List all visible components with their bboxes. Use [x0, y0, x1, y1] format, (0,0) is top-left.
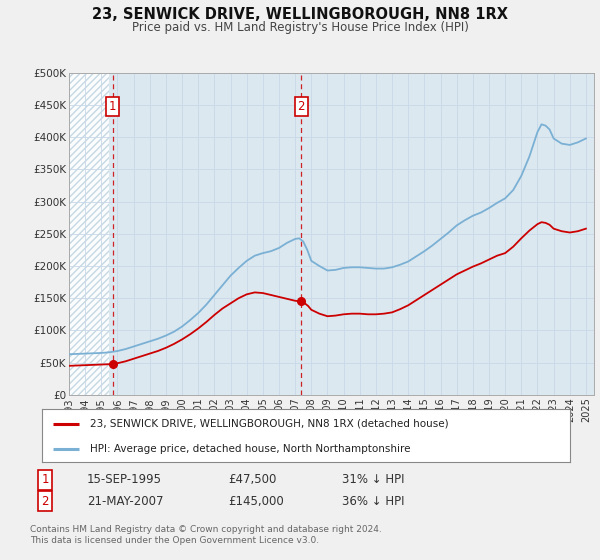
Text: 2: 2 [298, 100, 305, 113]
Text: 2: 2 [41, 494, 49, 508]
Text: 23, SENWICK DRIVE, WELLINGBOROUGH, NN8 1RX: 23, SENWICK DRIVE, WELLINGBOROUGH, NN8 1… [92, 7, 508, 22]
Text: Price paid vs. HM Land Registry's House Price Index (HPI): Price paid vs. HM Land Registry's House … [131, 21, 469, 34]
Text: 1: 1 [109, 100, 116, 113]
Text: £145,000: £145,000 [228, 494, 284, 508]
Text: 21-MAY-2007: 21-MAY-2007 [87, 494, 163, 508]
Text: Contains HM Land Registry data © Crown copyright and database right 2024.: Contains HM Land Registry data © Crown c… [30, 525, 382, 534]
Text: HPI: Average price, detached house, North Northamptonshire: HPI: Average price, detached house, Nort… [89, 444, 410, 454]
Text: This data is licensed under the Open Government Licence v3.0.: This data is licensed under the Open Gov… [30, 536, 319, 545]
Text: 23, SENWICK DRIVE, WELLINGBOROUGH, NN8 1RX (detached house): 23, SENWICK DRIVE, WELLINGBOROUGH, NN8 1… [89, 419, 448, 429]
Text: 36% ↓ HPI: 36% ↓ HPI [342, 494, 404, 508]
Text: 1: 1 [41, 473, 49, 487]
Bar [69, 73, 109, 395]
Text: 31% ↓ HPI: 31% ↓ HPI [342, 473, 404, 487]
Text: 15-SEP-1995: 15-SEP-1995 [87, 473, 162, 487]
Text: £47,500: £47,500 [228, 473, 277, 487]
